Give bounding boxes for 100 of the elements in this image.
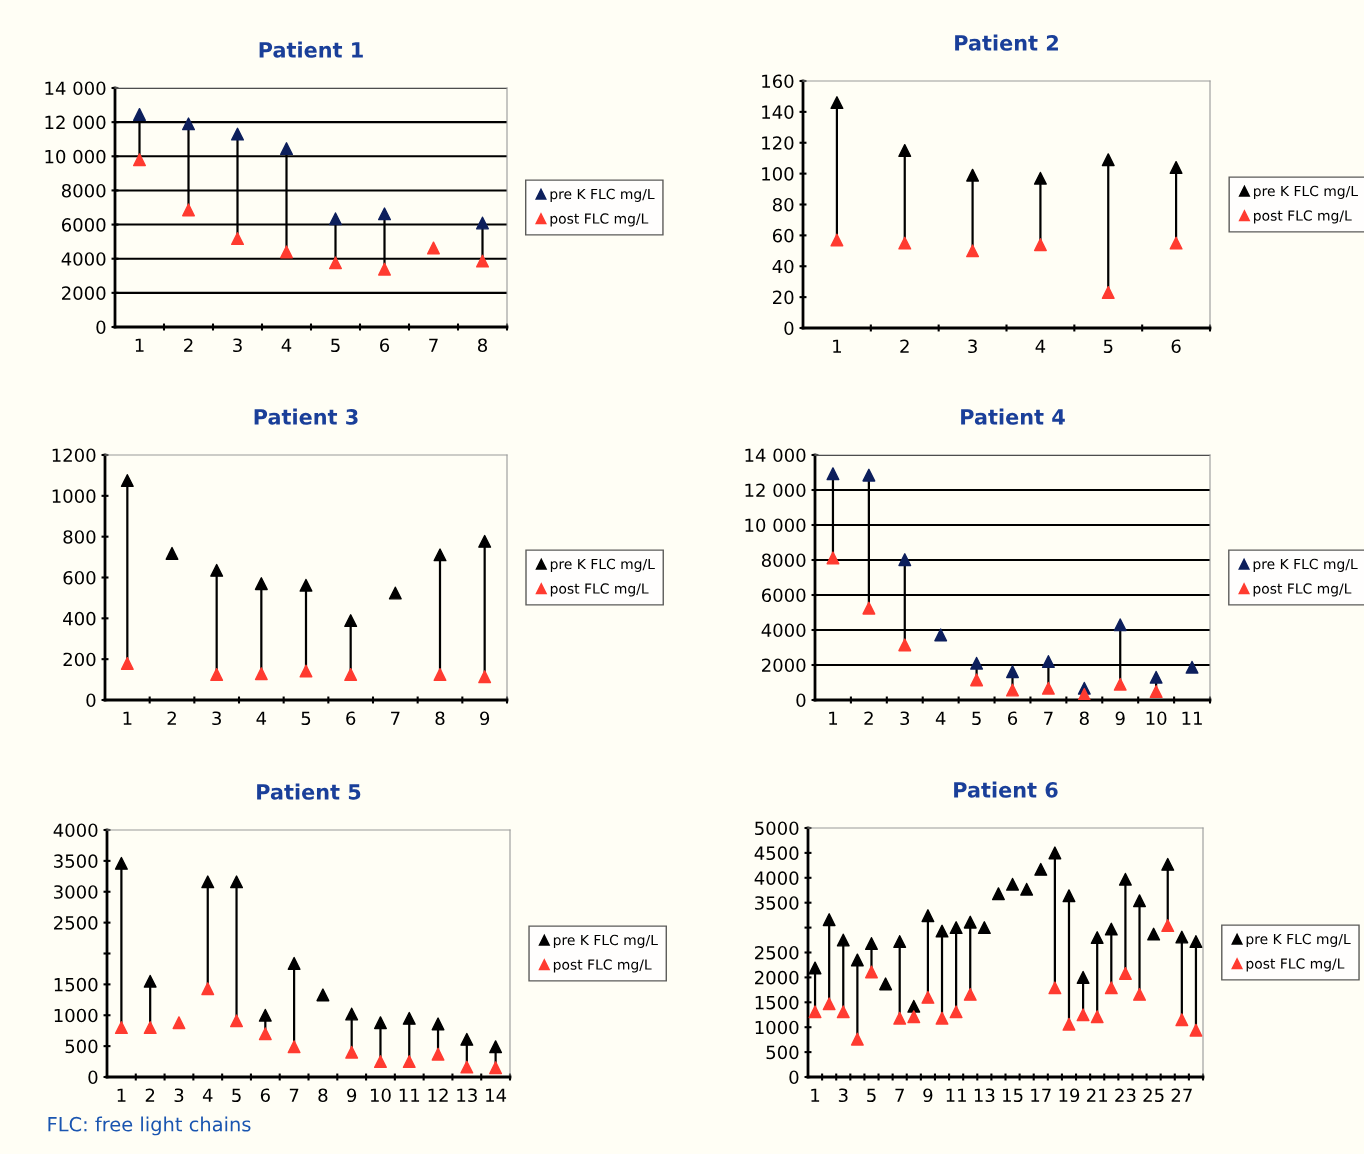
y-tick-label: 0: [96, 320, 106, 335]
x-tick-label: 10: [1146, 711, 1167, 726]
y-tick-label: 1000: [52, 489, 96, 503]
y-tick-label: 1500: [54, 977, 98, 992]
chart-title: Patient 6: [954, 781, 1058, 798]
x-tick-label: 27: [1171, 1088, 1192, 1102]
legend-label: pre K FLC mg/L: [553, 934, 658, 948]
y-tick-label: 2000: [62, 286, 106, 300]
y-tick-label: 1500: [755, 995, 799, 1010]
y-tick-label: 4000: [61, 252, 106, 266]
chart-title: Patient 5: [257, 783, 361, 800]
legend-label: pre K FLC mg/L: [1246, 933, 1351, 947]
x-tick-label: 7: [391, 711, 400, 725]
y-tick-label: 3500: [54, 854, 98, 868]
legend-label: post FLC mg/L: [553, 959, 652, 973]
y-tick-label: 1000: [755, 1020, 799, 1035]
y-tick-label: 160: [762, 74, 794, 89]
x-tick-label: 17: [1031, 1088, 1051, 1102]
x-tick-label: 2: [900, 339, 909, 353]
x-tick-label: 1: [829, 711, 838, 725]
y-tick-label: 0: [86, 693, 96, 708]
x-tick-label: 4: [202, 1088, 213, 1102]
y-tick-label: 140: [762, 105, 794, 119]
x-tick-label: 2: [184, 338, 193, 352]
text: FLC: free light chains: [48, 1116, 251, 1136]
legend-label: post FLC mg/L: [550, 213, 649, 227]
y-tick-label: 14 000: [45, 81, 106, 96]
chart-title: Patient 3: [254, 408, 358, 425]
y-tick-label: 2500: [755, 945, 799, 960]
x-tick-label: 5: [301, 711, 311, 726]
y-tick-label: 3000: [54, 885, 98, 899]
chart-title: Patient 4: [961, 408, 1065, 425]
x-tick-label: 11: [399, 1088, 420, 1102]
y-tick-label: 20: [773, 290, 794, 305]
chart-title: Patient 2: [955, 34, 1058, 51]
x-tick-label: 21: [1087, 1088, 1108, 1102]
y-tick-label: 60: [772, 228, 794, 243]
x-tick-label: 4: [935, 711, 946, 725]
x-tick-label: 11: [946, 1088, 966, 1102]
y-tick-label: 3500: [755, 896, 799, 910]
y-tick-label: 40: [772, 259, 794, 274]
x-tick-label: 1: [833, 339, 841, 353]
x-tick-label: 6: [380, 338, 390, 353]
x-tick-label: 5: [331, 338, 340, 353]
x-tick-label: 6: [1171, 339, 1181, 354]
x-tick-label: 14: [486, 1088, 507, 1102]
x-tick-label: 2: [167, 711, 176, 725]
legend-label: pre K FLC mg/L: [550, 188, 655, 202]
x-tick-label: 4: [1035, 339, 1046, 353]
x-tick-label: 3: [174, 1088, 184, 1103]
x-tick-label: 7: [289, 1088, 299, 1102]
y-tick-label: 2000: [755, 970, 799, 985]
y-tick-label: 12 000: [745, 483, 806, 498]
x-tick-label: 8: [318, 1088, 328, 1103]
x-tick-label: 2: [145, 1088, 155, 1102]
x-tick-label: 3: [212, 711, 221, 726]
x-tick-label: 12: [428, 1088, 448, 1102]
y-tick-label: 0: [784, 321, 794, 336]
x-tick-label: 1: [135, 338, 144, 352]
y-tick-label: 200: [63, 652, 96, 667]
x-tick-label: 5: [867, 1088, 876, 1103]
y-tick-label: 500: [766, 1045, 799, 1060]
x-tick-label: 6: [1008, 711, 1018, 726]
x-tick-label: 7: [1044, 711, 1053, 725]
y-tick-label: 100: [762, 167, 794, 181]
y-tick-label: 14 000: [745, 448, 806, 463]
legend-label: pre K FLC mg/L: [1253, 558, 1358, 572]
x-tick-label: 7: [429, 338, 438, 352]
y-tick-label: 0: [789, 1070, 799, 1085]
x-tick-label: 8: [1079, 711, 1089, 726]
legend-label: post FLC mg/L: [1254, 210, 1352, 224]
x-tick-label: 5: [972, 711, 981, 726]
y-tick-label: 10 000: [745, 518, 806, 533]
x-tick-label: 11: [1182, 711, 1202, 725]
y-tick-label: 120: [762, 136, 794, 150]
x-tick-label: 19: [1059, 1088, 1080, 1103]
x-tick-label: 3: [838, 1088, 848, 1103]
y-tick-label: 1000: [54, 1008, 98, 1023]
legend-label: pre K FLC mg/L: [550, 558, 655, 572]
x-tick-label: 3: [968, 339, 977, 354]
x-tick-label: 3: [233, 338, 242, 353]
y-tick-label: 0: [796, 693, 806, 708]
x-tick-label: 25: [1143, 1088, 1164, 1103]
y-tick-label: 800: [63, 530, 96, 544]
y-tick-label: 8000: [761, 553, 806, 568]
y-tick-label: 0: [88, 1070, 98, 1085]
x-tick-label: 23: [1115, 1088, 1136, 1103]
x-tick-label: 4: [256, 711, 267, 725]
y-tick-label: 2000: [762, 658, 806, 673]
x-tick-label: 6: [260, 1088, 270, 1103]
legend-label: pre K FLC mg/L: [1254, 185, 1358, 199]
x-tick-label: 1: [811, 1088, 820, 1102]
y-tick-label: 6000: [61, 218, 106, 232]
y-tick-label: 4000: [754, 871, 799, 885]
x-tick-label: 5: [1103, 339, 1113, 354]
x-tick-label: 10: [370, 1088, 391, 1103]
y-tick-label: 4500: [754, 846, 799, 861]
y-tick-label: 600: [63, 570, 96, 585]
x-tick-label: 7: [895, 1088, 904, 1102]
y-tick-label: 2500: [54, 916, 98, 930]
